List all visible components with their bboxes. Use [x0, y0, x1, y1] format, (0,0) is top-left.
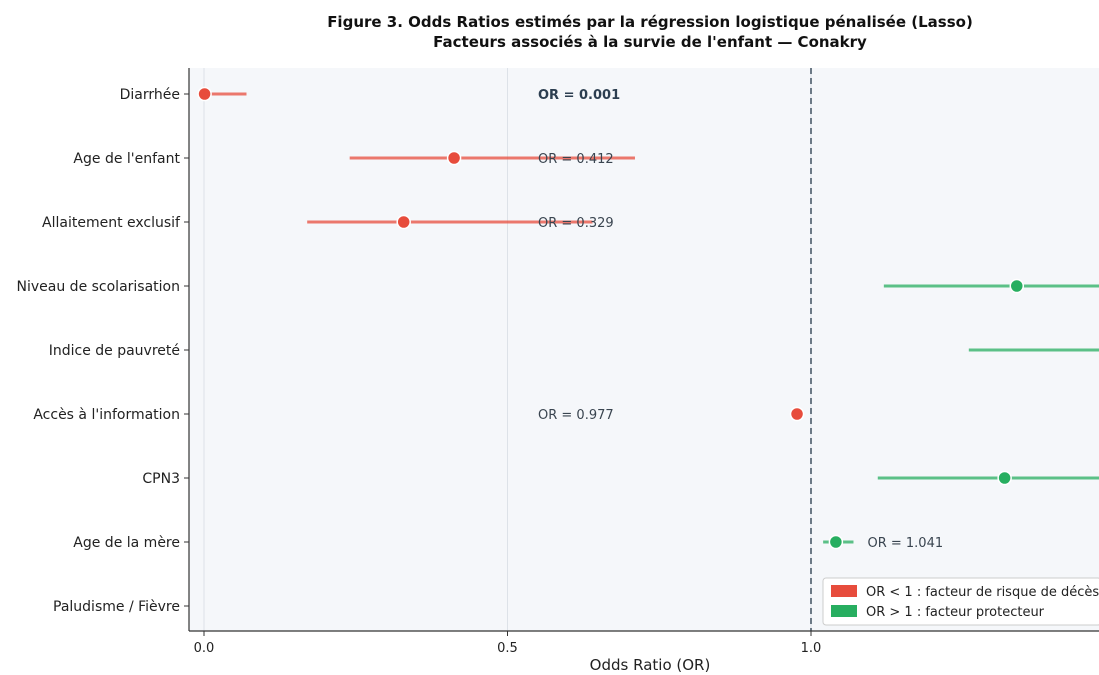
- y-tick-label-1: Age de l'enfant: [73, 151, 180, 167]
- y-tick-label-0: Diarrhée: [120, 87, 180, 103]
- or-point-7: [828, 534, 844, 550]
- x-tick-label-1: 0.5: [497, 641, 518, 656]
- or-point-5: [789, 406, 805, 422]
- chart-subtitle: Facteurs associés à la survie de l'enfan…: [433, 33, 867, 51]
- x-tick-label-0: 0.0: [194, 641, 215, 656]
- or-point-6: [997, 470, 1012, 486]
- legend-box: [822, 577, 1099, 626]
- or-point-3: [1009, 278, 1025, 294]
- y-tick-label-3: Niveau de scolarisation: [17, 279, 180, 295]
- or-label-2: OR = 0.329: [538, 216, 614, 231]
- y-tick-label-7: Age de la mère: [73, 535, 180, 551]
- or-label-0: OR = 0.001: [538, 88, 620, 103]
- x-tick-label-2: 1.0: [801, 641, 822, 656]
- legend-label-1: OR > 1 : facteur protecteur: [866, 605, 1045, 620]
- y-tick-labels: Diarrhée Age de l'enfant Allaitement exclu…: [17, 87, 189, 615]
- plot-area: [189, 68, 1099, 631]
- legend: OR < 1 : facteur de risque de décès OR > …: [822, 577, 1099, 626]
- or-point-2: [396, 214, 411, 230]
- or-point-0: [197, 86, 212, 102]
- y-tick-label-8: Paludisme / Fièvre: [53, 599, 180, 615]
- or-point-1: [446, 150, 462, 166]
- x-tick-labels: 0.00.51.01.52.02.5: [194, 631, 822, 656]
- legend-swatch-1: [831, 605, 857, 617]
- y-tick-label-5: Accès à l'information: [33, 407, 180, 423]
- y-tick-label-2: Allaitement exclusif: [42, 215, 181, 231]
- chart-title: Figure 3. Odds Ratios estimés par la rég…: [327, 13, 973, 31]
- y-tick-label-6: CPN3: [142, 471, 180, 487]
- or-label-1: OR = 0.412: [538, 152, 614, 167]
- x-axis-label: Odds Ratio (OR): [590, 656, 711, 674]
- legend-label-0: OR < 1 : facteur de risque de décès: [866, 585, 1099, 600]
- y-tick-label-4: Indice de pauvreté: [49, 343, 180, 359]
- legend-swatch-0: [831, 585, 857, 597]
- or-label-7: OR = 1.041: [867, 536, 943, 551]
- or-label-5: OR = 0.977: [538, 408, 614, 423]
